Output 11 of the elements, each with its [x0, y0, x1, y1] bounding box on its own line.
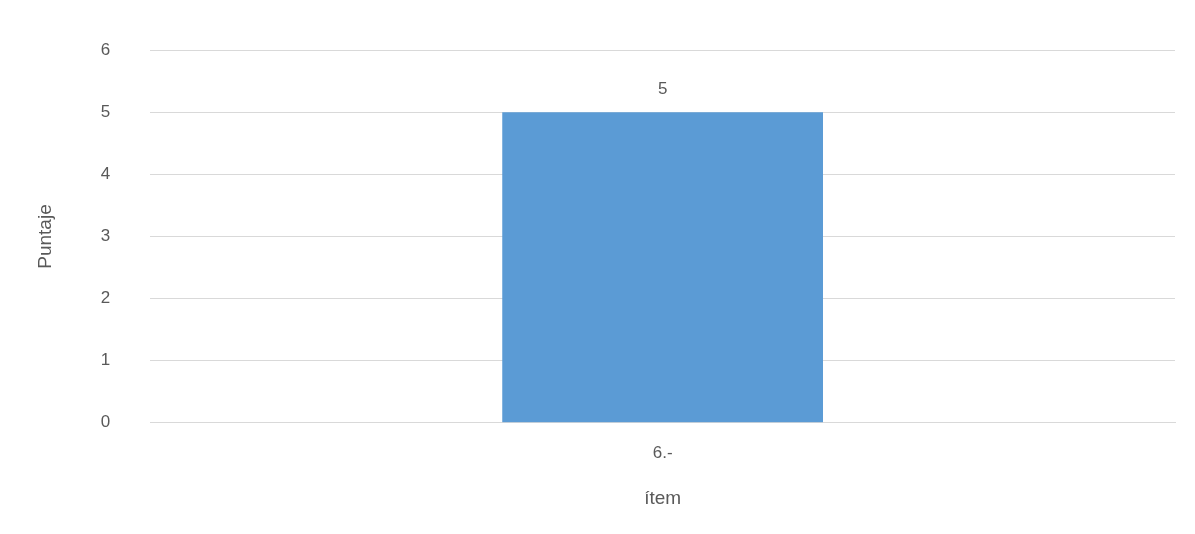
- x-axis-title: ítem: [644, 486, 682, 508]
- y-tick-label: 2: [100, 288, 111, 308]
- y-tick-label: 3: [100, 226, 111, 246]
- y-axis-title: Puntaje: [33, 204, 55, 269]
- y-tick-label: 5: [100, 101, 111, 121]
- x-tick-label: 6.-: [652, 442, 673, 462]
- data-label: 5: [657, 79, 668, 99]
- y-tick-label: 1: [100, 350, 111, 370]
- y-tick-label: 6: [100, 39, 111, 59]
- y-tick-label: 0: [100, 412, 111, 432]
- y-tick-label: 4: [100, 164, 111, 184]
